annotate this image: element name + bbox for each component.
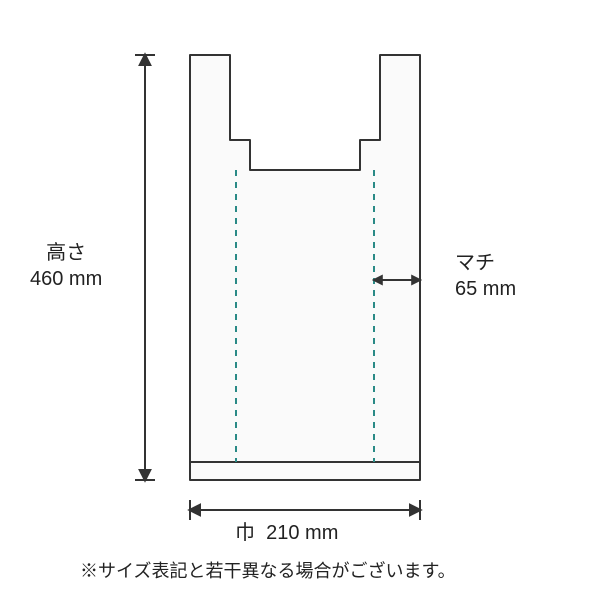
width-label-value: 210 mm [266, 522, 338, 544]
gusset-label: マチ 65 mm [455, 250, 516, 302]
note-text: ※サイズ表記と若干異なる場合がございます。 [80, 560, 456, 583]
height-label: 高さ 460 mm [30, 240, 102, 292]
bag-outline [190, 55, 420, 480]
width-label-title: 巾 [235, 522, 255, 544]
diagram-canvas: 高さ 460 mm 巾 210 mm マチ 65 mm ※サイズ表記と若干異なる… [0, 0, 600, 600]
height-label-title: 高さ [30, 240, 102, 266]
gusset-label-value: 65 mm [455, 276, 516, 302]
gusset-label-title: マチ [455, 250, 516, 276]
height-label-value: 460 mm [30, 266, 102, 292]
width-label: 巾 210 mm [235, 520, 338, 546]
